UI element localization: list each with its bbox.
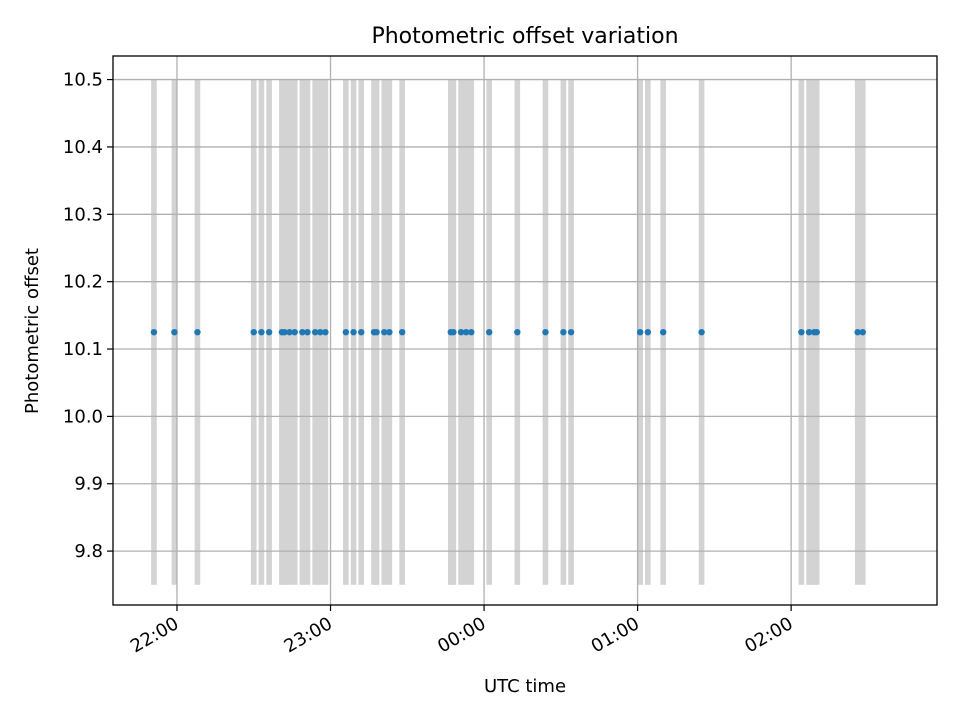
data-point (311, 328, 319, 336)
plot-frame (112, 55, 938, 606)
x-axis-title: UTC time (484, 676, 566, 697)
chart-title: Photometric offset variation (371, 24, 678, 49)
data-point (462, 328, 470, 336)
data-point (342, 328, 350, 336)
grid-layer (113, 56, 937, 605)
data-point (698, 328, 705, 336)
data-point (854, 328, 861, 336)
data-point (258, 328, 265, 336)
data-point (317, 328, 324, 336)
data-point (322, 328, 329, 336)
data-point (265, 328, 273, 336)
data-point (373, 328, 380, 336)
point-layer (150, 328, 866, 336)
data-point (659, 328, 667, 336)
data-point (636, 328, 644, 336)
data-point (171, 328, 178, 336)
data-point (194, 328, 201, 336)
data-point (457, 328, 465, 336)
data-point (514, 328, 521, 336)
y-tick-label: 10.2 (63, 272, 103, 293)
data-point (291, 328, 298, 336)
y-tick-label: 10.5 (63, 70, 103, 91)
data-point (560, 328, 567, 336)
data-point (281, 328, 288, 336)
y-tick-label: 10.1 (63, 339, 103, 360)
data-point (250, 328, 257, 336)
data-point (859, 328, 866, 336)
data-point (386, 328, 393, 336)
data-point (304, 328, 311, 336)
y-axis-title: Photometric offset (22, 248, 43, 414)
data-point (567, 328, 575, 336)
data-point (398, 328, 406, 336)
data-point (542, 328, 549, 336)
y-tick-label: 10.3 (63, 204, 103, 225)
data-point (485, 328, 493, 336)
data-point (150, 328, 158, 336)
y-tick-label: 10.0 (63, 406, 103, 427)
data-point (813, 328, 820, 336)
data-point (381, 328, 388, 336)
y-tick-label: 10.4 (63, 137, 103, 158)
y-tick-label: 9.8 (74, 541, 103, 562)
data-point (798, 328, 805, 336)
data-point (644, 328, 652, 336)
data-point (358, 328, 365, 336)
data-point (468, 328, 475, 336)
data-point (299, 328, 306, 336)
data-point (286, 328, 293, 336)
data-point (350, 328, 357, 336)
data-point (805, 328, 813, 336)
data-point (450, 328, 457, 336)
y-axis: 9.8 9.9 10.0 10.1 10.2 10.3 10.4 10.5 (63, 70, 113, 562)
y-tick-label: 9.9 (74, 474, 103, 495)
